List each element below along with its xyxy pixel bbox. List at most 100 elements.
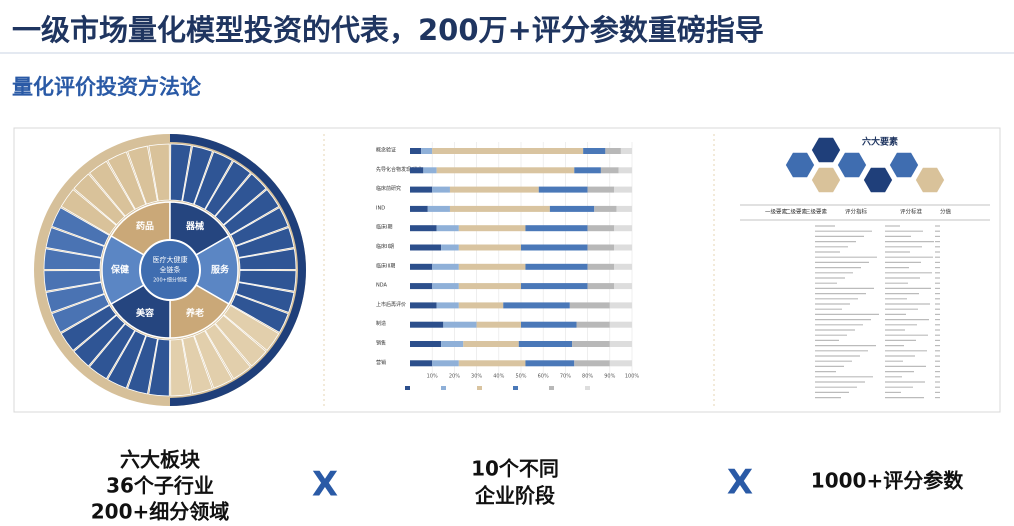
table-header: 二级要素 [785, 208, 808, 216]
x-tick-label: 30% [471, 374, 482, 380]
bar-segment [614, 244, 632, 251]
wheel-segment [148, 143, 170, 202]
bar-segment [410, 302, 437, 309]
category-label: 销售 [376, 340, 386, 347]
hexagon [862, 166, 894, 194]
bar-segment [569, 302, 610, 309]
bar-segment [410, 263, 433, 270]
bar-segment [609, 341, 632, 347]
wheel-segment [127, 335, 158, 395]
bar-segment [572, 341, 610, 347]
caption: 企业阶段 [474, 484, 555, 508]
bar-segment [587, 263, 615, 270]
title: 一级市场量化模型投资的代表，200万+评分参数重磅指导 [12, 13, 764, 47]
wheel-segment [204, 160, 251, 217]
sector-label: 器械 [185, 220, 204, 232]
wheel-segment [107, 330, 147, 389]
caption: 1000+评分参数 [811, 469, 964, 493]
hexagon [888, 151, 920, 179]
wheel-segment [89, 160, 136, 217]
footer: 六大板块 36个子行业 200+细分领域 X 10个不同 企业阶段 X 1000… [91, 448, 964, 524]
bar-segment [432, 148, 584, 154]
times: X [727, 463, 753, 503]
bar-segment [463, 341, 519, 347]
bar-segment [443, 321, 477, 328]
caption: 六大板块 [120, 448, 201, 472]
wheel-segment [230, 293, 289, 333]
category-label: 临床I期 [376, 224, 392, 231]
wheel-segment [223, 189, 280, 236]
wheel-segment [182, 335, 213, 395]
bar-segment [410, 167, 424, 174]
sector-label: 养老 [185, 307, 204, 319]
bar-segment [441, 244, 459, 251]
legend-swatch [441, 386, 446, 390]
wheel-segment [170, 143, 192, 202]
wheel-segment [214, 173, 267, 226]
bar-segment [436, 302, 459, 309]
category-label: 概念验证 [376, 147, 396, 154]
bar-segment [410, 148, 422, 154]
wheel-segment [204, 323, 251, 380]
category-label: 临床III期 [376, 262, 395, 269]
bar-segment [458, 225, 526, 232]
bar-segment [410, 186, 433, 193]
wheel-segment [51, 293, 110, 333]
bar-segment [436, 225, 459, 232]
wheel-segment [43, 270, 102, 292]
hexagon [836, 151, 868, 179]
wheel-segment [170, 338, 192, 397]
bar-segment [521, 244, 588, 251]
legend-swatch [549, 386, 554, 390]
bar-segment [432, 186, 450, 193]
wheel-segment [238, 248, 297, 270]
wheel-segment [60, 189, 117, 236]
wheel-segment [45, 282, 105, 313]
wheel-segment [60, 304, 117, 351]
bar-segment [476, 321, 521, 328]
wheel-segment [45, 227, 105, 258]
wheel-segment [148, 338, 170, 397]
legend-swatch [585, 386, 590, 390]
bar-segment [583, 148, 606, 154]
bar-segment [449, 186, 539, 193]
caption: 200+细分领域 [91, 500, 230, 524]
table-header: 评分标准 [900, 208, 923, 216]
category-label: 营销 [376, 359, 386, 366]
wheel-segment [73, 314, 126, 367]
bar-segment [609, 321, 632, 328]
x-tick-label: 80% [582, 374, 593, 380]
bar-segment [614, 283, 632, 290]
category-label: NDA [376, 283, 388, 289]
category-label: IND [376, 205, 385, 211]
wheel-segment [235, 282, 295, 313]
wheel-segment [235, 227, 295, 258]
table-header: 三级要素 [805, 208, 828, 216]
sector-label: 药品 [136, 220, 154, 232]
bar-segment [587, 186, 615, 193]
bar-segment [432, 263, 459, 270]
sector-label: 保健 [110, 264, 129, 276]
bar-segment [609, 360, 632, 367]
bar-segment [574, 360, 610, 367]
category-label: 临床前研究 [376, 185, 401, 192]
bar-segment [410, 321, 444, 328]
bar-segment [410, 205, 428, 212]
bar-segment [525, 263, 588, 270]
x-tick-label: 20% [449, 374, 460, 380]
wheel-segment [214, 314, 267, 367]
bar-segment [521, 321, 577, 328]
bar-segment [410, 341, 442, 347]
bar-segment [587, 283, 615, 290]
x-tick-label: 50% [515, 374, 526, 380]
legend-swatch [477, 386, 482, 390]
bar-segment [594, 205, 617, 212]
x-tick-label: 40% [493, 374, 504, 380]
bar-segment [410, 244, 442, 251]
wheel-segment [127, 145, 158, 205]
wheel-segment [230, 207, 289, 247]
bar-segment [614, 225, 632, 232]
